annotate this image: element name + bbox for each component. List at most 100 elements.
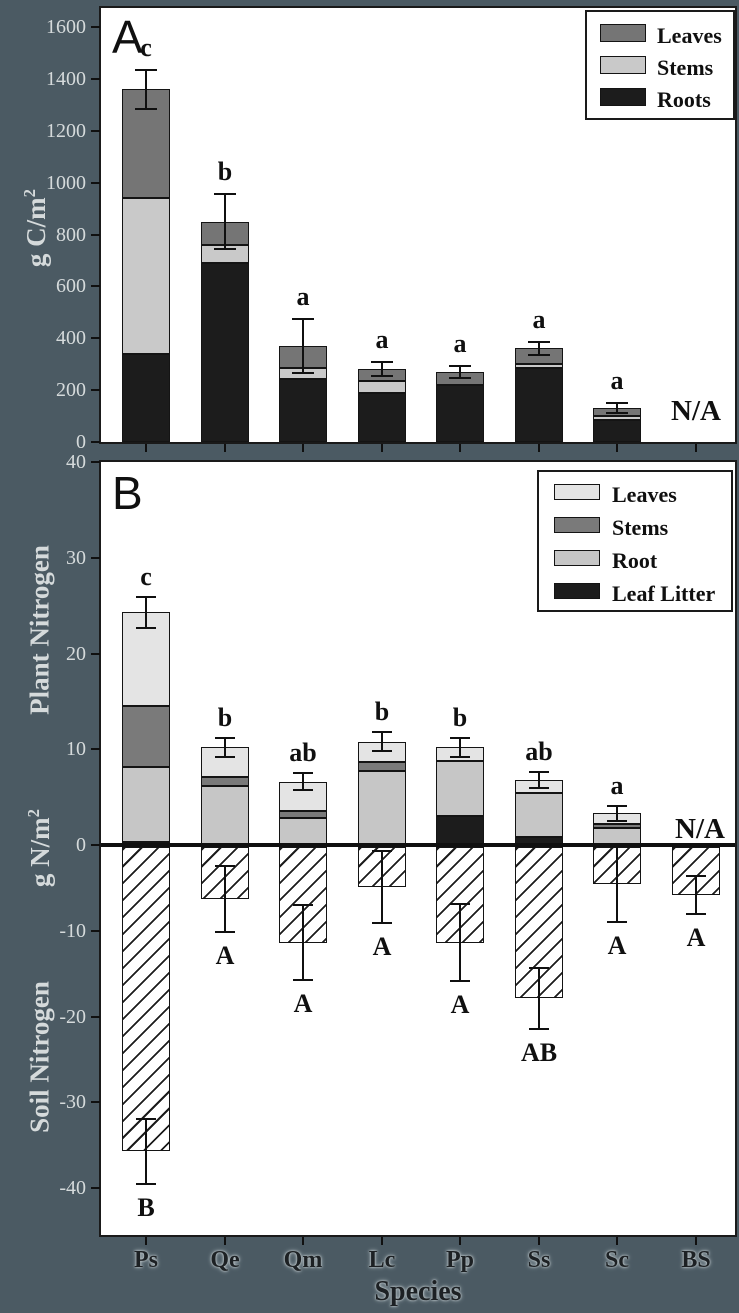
panel-b-x-tick <box>145 1237 147 1245</box>
panel-a-ss-error-cap <box>528 353 550 356</box>
panel-b-soil-qm-error-cap <box>293 979 313 982</box>
panel-a-qe-error-line <box>224 194 226 249</box>
panel-a-sig-letter-ps: c <box>140 32 152 62</box>
panel-b-soil-sc-error-line <box>616 845 618 923</box>
panel-b-plant-letter-pp: b <box>452 702 468 732</box>
panel-a-y-tick <box>91 285 100 288</box>
panel-a-qm-error-line <box>302 318 304 374</box>
panel-b-soil-letter-ss: AB <box>520 1038 558 1068</box>
panel-b-soil-letter-bs: A <box>686 922 706 952</box>
panel-b-soil-qe-error-line <box>224 865 226 933</box>
panel-a-y-tick <box>91 337 100 340</box>
panel-b-y-axis-title-plant: Plant Nitrogen <box>24 545 55 715</box>
panel-a-sig-letter-ss: a <box>532 304 546 334</box>
panel-b-soil-sc-error-cap <box>607 844 627 846</box>
panel-a-ps-error-line <box>145 69 147 109</box>
panel-a-x-tick <box>459 444 461 452</box>
panel-b-y-tick-label: 10 <box>66 738 86 761</box>
panel-b-y-tick <box>91 748 100 751</box>
panel-b-plant-bar-sc-segment-stems <box>593 823 641 828</box>
panel-a-legend-label-stems: Stems <box>657 55 714 80</box>
panel-b-plant-letter-ps: c <box>140 562 152 591</box>
panel-a-qm-error-cap <box>292 372 314 375</box>
panel-b-soil-letter-pp: A <box>450 990 470 1020</box>
panel-a-bar-ps-segment-stems <box>122 198 170 354</box>
panel-b-soil-qe-error-cap <box>215 931 235 934</box>
panel-b-y-tick <box>91 929 100 932</box>
panel-b-y-tick-label: 30 <box>66 546 86 569</box>
panel-b-legend-swatch-leaf-litter <box>554 583 600 599</box>
panel-a-sc-error-cap <box>606 412 628 415</box>
panel-b-plant-bar-qe-segment-stems <box>201 777 249 786</box>
panel-b-x-tick <box>459 1237 461 1245</box>
panel-b-soil-lc-error-line <box>381 851 383 924</box>
panel-b-legend-label-root: Root <box>612 548 658 573</box>
panel-a-bar-qm-segment-roots <box>279 378 327 442</box>
panel-b-soil-bar-ps <box>122 847 170 1152</box>
panel-b-y-tick <box>91 1101 100 1104</box>
panel-b-y-tick-label: 20 <box>66 642 86 665</box>
panel-b-soil-ps-error-cap <box>136 1117 156 1120</box>
panel-a-x-tick <box>381 444 383 452</box>
panel-b-soil-lc-error-cap <box>372 922 392 925</box>
panel-b-plant-bar-pp-segment-leaf-litter <box>436 816 484 845</box>
panel-a-x-tick <box>302 444 304 452</box>
panel-a-x-tick <box>616 444 618 452</box>
panel-b-label: B <box>112 467 143 519</box>
panel-a-bar-sc-segment-stems <box>593 416 641 420</box>
panel-b-plant-qm-error-line <box>302 773 304 791</box>
panel-b-x-tick <box>695 1237 697 1245</box>
panel-a-bar-lc-segment-stems <box>358 381 406 393</box>
panel-a-y-tick <box>91 233 100 236</box>
panel-a-y-tick-label: 1400 <box>46 67 86 90</box>
panel-a-pp-error-cap <box>449 376 471 379</box>
panel-a-lc-error-line <box>381 362 383 377</box>
panel-b-y-tick <box>91 556 100 559</box>
panel-b-zero-line <box>101 843 735 847</box>
panel-b-plant-bar-ps-segment-root <box>122 767 170 843</box>
panel-b-plant-ps-error-line <box>145 597 147 628</box>
panel-b-legend-label-leaves: Leaves <box>612 482 677 507</box>
panel-b-y-tick-label: -40 <box>59 1177 86 1199</box>
panel-b-plant-letter-ss: ab <box>525 737 553 767</box>
panel-a-legend-label-leaves: Leaves <box>657 23 722 48</box>
panel-a-y-tick <box>91 26 100 28</box>
panel-b-soil-letter-sc: A <box>607 931 627 961</box>
panel-a-sc-error-cap <box>606 401 628 404</box>
panel-a-qm-error-cap <box>292 317 314 320</box>
panel-b-plant-pp-error-line <box>459 737 461 757</box>
panel-a-lc-error-cap <box>371 375 393 378</box>
panel-a-bar-qe-segment-roots <box>201 263 249 442</box>
panel-b-plant-qe-error-line <box>224 737 226 757</box>
panel-b-y-tick <box>91 1187 100 1189</box>
panel-b-soil-bs-error-cap <box>686 874 706 877</box>
panel-b-y-tick <box>91 1015 100 1018</box>
panel-a-y-tick <box>91 129 100 132</box>
panel-a-qe-error-cap <box>214 247 236 250</box>
x-tick-label-qe: Qe <box>210 1247 240 1273</box>
panel-b-soil-ss-error-cap <box>529 1028 549 1031</box>
panel-b-plant-pp-error-cap <box>450 736 470 739</box>
panel-a-legend-label-roots: Roots <box>657 87 711 112</box>
panel-a-sig-letter-qe: b <box>217 157 233 187</box>
panel-b-plant-qe-error-cap <box>215 755 235 758</box>
panel-b-y-tick <box>91 652 100 655</box>
panel-b-na-label: N/A <box>675 813 725 845</box>
panel-b-plant-ss-error-cap <box>529 786 549 789</box>
panel-a-y-tick <box>91 77 100 80</box>
panel-a-y-tick-label: 1200 <box>46 119 86 142</box>
panel-b-plant-pp-error-cap <box>450 755 470 758</box>
panel-b-plant-sc-error-cap <box>607 804 627 807</box>
panel-b-plant-qm-error-cap <box>293 789 313 792</box>
panel-a-bar-ps-segment-roots <box>122 353 170 442</box>
panel-a-qe-error-cap <box>214 193 236 196</box>
panel-b-legend-label-stems: Stems <box>612 515 669 540</box>
panel-b-soil-ps-error-line <box>145 1118 147 1184</box>
panel-a-bar-ss-segment-roots <box>515 368 563 442</box>
panel-a-y-tick-label: 600 <box>56 275 86 298</box>
panel-b-x-tick <box>616 1237 618 1245</box>
panel-b-plant-bar-pp-segment-root <box>436 760 484 817</box>
panel-b-soil-pp-error-line <box>459 904 461 982</box>
panel-b-soil-qm-error-cap <box>293 904 313 907</box>
